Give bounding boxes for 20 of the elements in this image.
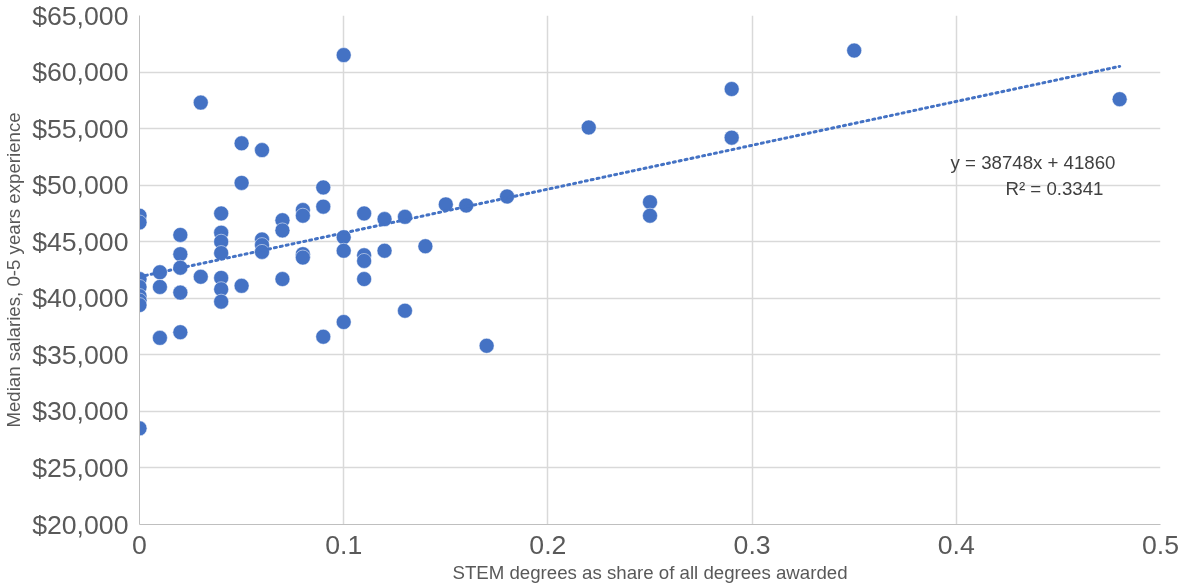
x-tick-label: 0.5 [1141,529,1180,560]
y-tick-label: $60,000 [32,57,129,88]
x-tick-label: 0.4 [937,529,975,560]
x-tick-label: 0 [132,529,147,560]
y-tick-label: $50,000 [32,170,129,201]
annotation: R² = 0.3341 [1005,177,1104,199]
y-tick-label: $30,000 [32,396,129,427]
y-tick-label: $65,000 [32,0,129,31]
x-tick-label: 0.3 [733,529,771,560]
y-axis-title: Median salaries, 0-5 years experience [3,112,25,428]
annotation: y = 38748x + 41860 [950,151,1116,173]
y-tick-label: $25,000 [32,452,129,483]
y-tick-label: $45,000 [32,226,129,257]
y-tick-label: $40,000 [32,283,129,314]
y-tick-label: $55,000 [32,113,129,144]
x-tick-label: 0.2 [529,529,567,560]
x-tick-label: 0.1 [325,529,363,560]
x-axis-title: STEM degrees as share of all degrees awarded [452,561,848,583]
y-tick-label: $35,000 [32,339,129,370]
y-tick-label: $20,000 [32,509,129,540]
